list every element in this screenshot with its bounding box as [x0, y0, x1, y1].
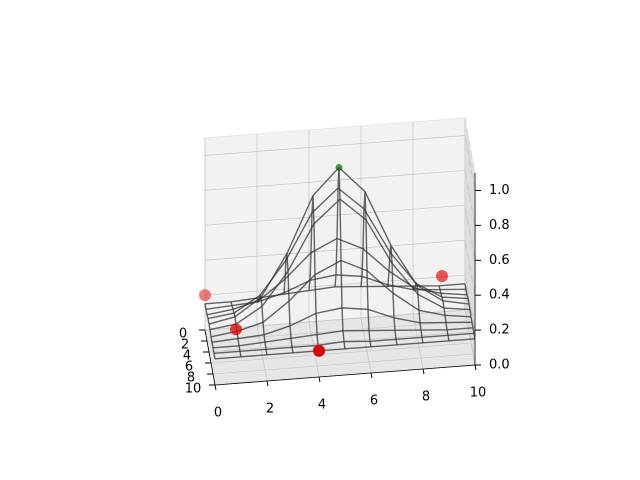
wire: [464, 283, 476, 339]
x-axis: [214, 364, 476, 386]
y-axis: [204, 329, 216, 386]
point: [313, 344, 325, 357]
x-tick: [266, 380, 269, 387]
x-tick-label: 4: [318, 398, 326, 413]
x-tick: [370, 372, 373, 379]
grid-line: [464, 275, 476, 331]
x-tick-label: 2: [266, 402, 274, 417]
wire: [412, 281, 424, 343]
wire: [386, 245, 398, 345]
grid-line: [464, 135, 476, 191]
x-tick: [214, 384, 217, 391]
grid-line: [212, 353, 474, 375]
y-tick-label: 0: [179, 327, 187, 342]
z-tick-label: 0.0: [489, 358, 510, 373]
wire: [438, 285, 450, 341]
y-tick-label: 10: [185, 382, 202, 397]
point: [230, 323, 242, 336]
grid-line: [464, 309, 476, 366]
x-tick: [422, 368, 425, 375]
wire: [256, 293, 268, 355]
x-tick-label: 0: [214, 406, 222, 421]
z-tick-label: 1.0: [489, 183, 510, 198]
y-tick-label: 8: [187, 371, 195, 386]
y-tick-label: 4: [183, 349, 191, 364]
grid-line: [464, 170, 476, 226]
grid-line: [204, 239, 466, 261]
x-tick-label: 10: [470, 386, 487, 401]
z-tick-label: 0.6: [489, 253, 510, 268]
x-tick-label: 8: [422, 390, 430, 405]
grid-line: [204, 135, 466, 156]
y-tick-label: 6: [185, 360, 193, 375]
z-tick-label: 0.8: [489, 218, 510, 233]
point: [436, 270, 448, 283]
wire: [334, 167, 346, 349]
z-tick-label: 0.4: [489, 288, 510, 303]
z-tick-label: 0.2: [489, 323, 510, 338]
grid-line: [464, 240, 476, 296]
wire: [360, 191, 372, 347]
x-tick: [318, 376, 321, 383]
wire: [282, 253, 294, 353]
wire: [204, 303, 216, 359]
point: [199, 289, 211, 302]
wire: [308, 195, 320, 351]
point: [335, 163, 343, 171]
grid-line: [204, 204, 466, 226]
grid-line: [210, 342, 472, 364]
grid-line: [360, 317, 372, 374]
grid-line: [204, 169, 466, 191]
grid-line: [464, 205, 476, 261]
x-tick-label: 6: [370, 394, 378, 409]
grid-line: [204, 309, 466, 331]
grid-line: [412, 313, 424, 370]
x-tick: [474, 364, 477, 371]
y-tick-label: 2: [181, 338, 189, 353]
